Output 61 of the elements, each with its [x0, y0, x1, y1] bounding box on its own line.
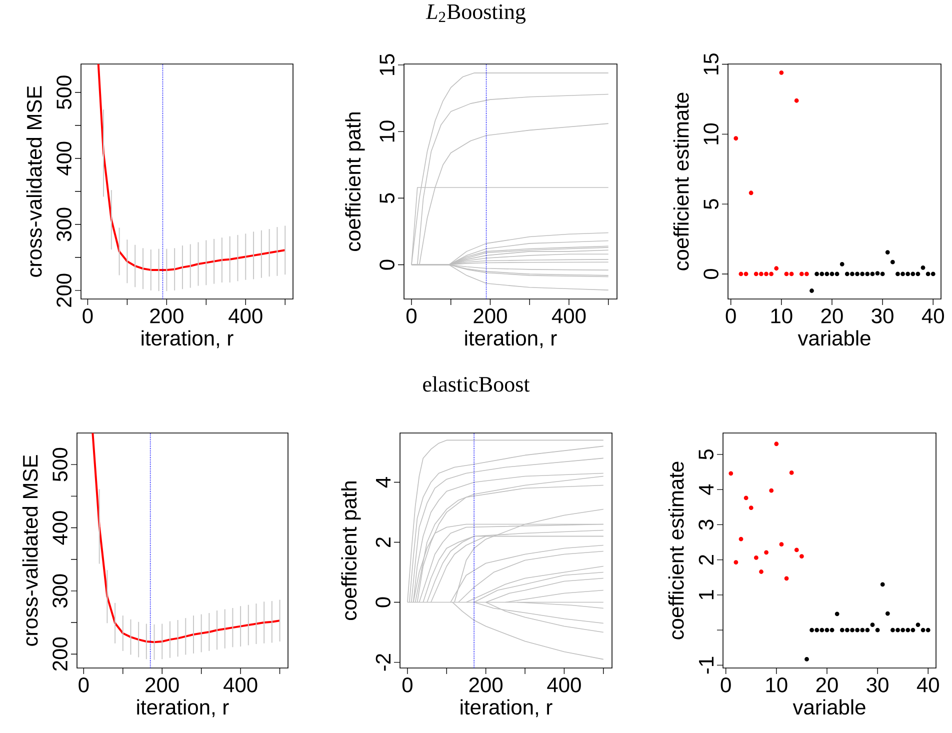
x-tick-label: 200 — [474, 308, 507, 324]
y-axis-title: cross-validated MSE — [26, 86, 42, 277]
y-tick-label: 0 — [380, 260, 394, 270]
y-tick-label: 5 — [704, 199, 718, 210]
x-tick-label: 400 — [228, 308, 262, 324]
y-tick-label: -2 — [376, 654, 390, 671]
y-tick-label: 200 — [52, 637, 68, 671]
x-axis-title: iteration, r — [142, 330, 234, 348]
x-tick-label: 400 — [552, 308, 586, 324]
x-axis-title: iteration, r — [465, 330, 557, 348]
x-tick-label: 200 — [150, 308, 184, 324]
y-axis-title: coefficient path — [345, 112, 365, 252]
y-tick-label: 0 — [376, 597, 390, 608]
y-tick-label: 300 — [52, 574, 68, 608]
x-axis-title: iteration, r — [137, 699, 229, 718]
y-axis-title: coefficient estimate — [673, 92, 689, 270]
chart-title: elasticBoost — [423, 376, 530, 392]
y-tick-label: 500 — [56, 76, 72, 110]
x-tick-label: 10 — [771, 308, 792, 324]
y-tick-label: 400 — [56, 142, 72, 176]
x-axis-title: iteration, r — [460, 699, 552, 718]
x-tick-label: 0 — [720, 678, 731, 692]
x-tick-label: 30 — [872, 308, 894, 324]
x-axis-title: variable — [798, 330, 870, 346]
y-tick-label: 400 — [52, 511, 68, 545]
x-tick-label: 10 — [766, 678, 788, 692]
x-tick-label: 30 — [866, 678, 888, 692]
y-tick-label: 5 — [380, 193, 394, 204]
x-tick-label: 200 — [469, 678, 503, 692]
x-axis-title: variable — [792, 699, 866, 715]
x-tick-label: 0 — [406, 308, 417, 324]
y-tick-label: 1 — [699, 590, 714, 600]
y-tick-label: 10 — [704, 123, 718, 144]
y-tick-label: 4 — [376, 476, 390, 488]
y-axis-title: coefficient estimate — [668, 462, 684, 640]
x-tick-label: 0 — [82, 308, 93, 324]
y-tick-label: 5 — [698, 449, 714, 460]
chart-title: L$_{2}$Boosting — [426, 4, 526, 24]
y-tick-label: 15 — [380, 54, 394, 76]
x-tick-label: 20 — [816, 678, 838, 692]
x-tick-label: 40 — [922, 308, 944, 324]
x-tick-label: 0 — [726, 308, 736, 324]
x-tick-label: 400 — [224, 678, 258, 692]
x-tick-label: 0 — [78, 678, 89, 692]
y-tick-label: 10 — [380, 120, 394, 142]
y-tick-label: 500 — [52, 448, 68, 482]
y-tick-label: 3 — [698, 520, 714, 530]
x-tick-label: 0 — [402, 678, 412, 692]
x-tick-label: 20 — [821, 308, 843, 324]
y-tick-label: 300 — [56, 208, 72, 242]
x-tick-label: 40 — [916, 678, 939, 692]
y-tick-label: 15 — [704, 53, 718, 74]
y-axis-title: coefficient path — [341, 481, 361, 620]
y-tick-label: 0 — [704, 268, 718, 279]
x-tick-label: 400 — [547, 678, 581, 692]
y-axis-title: cross-validated MSE — [22, 455, 38, 646]
y-tick-label: 4 — [699, 484, 714, 495]
y-tick-label: -1 — [699, 656, 714, 674]
x-tick-label: 200 — [146, 678, 179, 692]
y-tick-label: 2 — [698, 555, 714, 565]
y-tick-label: 2 — [376, 537, 390, 548]
